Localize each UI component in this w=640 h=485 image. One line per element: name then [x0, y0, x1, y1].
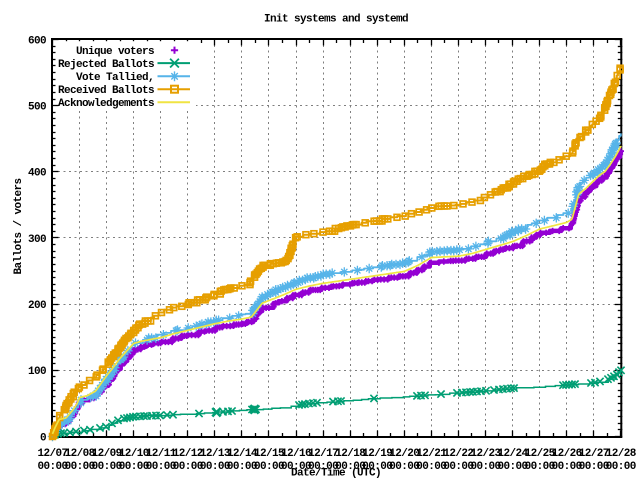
svg-text:12/13: 12/13: [200, 448, 231, 460]
svg-text:00:00: 00:00: [119, 461, 149, 473]
svg-text:00:00: 00:00: [416, 461, 446, 473]
svg-text:12/09: 12/09: [92, 448, 122, 460]
svg-text:00:00: 00:00: [65, 461, 95, 473]
svg-text:12/14: 12/14: [227, 448, 258, 460]
svg-text:12/17: 12/17: [308, 448, 338, 460]
svg-text:12/20: 12/20: [389, 448, 419, 460]
svg-text:12/19: 12/19: [362, 448, 392, 460]
svg-text:200: 200: [28, 300, 46, 312]
svg-text:00:00: 00:00: [227, 461, 257, 473]
svg-text:100: 100: [28, 366, 46, 378]
svg-text:600: 600: [28, 35, 46, 47]
svg-text:12/16: 12/16: [281, 448, 311, 460]
svg-text:00:00: 00:00: [335, 461, 365, 473]
svg-text:Init systems and systemd: Init systems and systemd: [264, 14, 408, 26]
svg-text:0: 0: [40, 432, 46, 444]
svg-text:00:00: 00:00: [362, 461, 392, 473]
svg-text:00:00: 00:00: [308, 461, 338, 473]
svg-text:00:00: 00:00: [146, 461, 176, 473]
svg-text:12/23: 12/23: [470, 448, 501, 460]
svg-text:Acknowledgements: Acknowledgements: [58, 98, 154, 110]
svg-text:00:00: 00:00: [37, 461, 67, 473]
svg-text:12/15: 12/15: [254, 448, 285, 460]
svg-text:12/12: 12/12: [173, 448, 203, 460]
svg-text:Vote Tallied,: Vote Tallied,: [76, 72, 154, 84]
svg-text:00:00: 00:00: [389, 461, 419, 473]
svg-text:00:00: 00:00: [173, 461, 203, 473]
svg-text:00:00: 00:00: [579, 461, 609, 473]
svg-text:12/18: 12/18: [335, 448, 366, 460]
svg-text:12/22: 12/22: [443, 448, 473, 460]
svg-text:Ballots / voters: Ballots / voters: [13, 178, 25, 274]
svg-text:12/21: 12/21: [416, 448, 447, 460]
svg-text:12/24: 12/24: [497, 448, 528, 460]
svg-text:00:00: 00:00: [254, 461, 284, 473]
svg-text:12/27: 12/27: [579, 448, 609, 460]
svg-text:Date/Time (UTC): Date/Time (UTC): [291, 468, 381, 480]
svg-text:00:00: 00:00: [443, 461, 473, 473]
svg-text:Received Ballots: Received Ballots: [58, 85, 154, 97]
svg-text:00:00: 00:00: [525, 461, 555, 473]
svg-text:00:00: 00:00: [92, 461, 122, 473]
svg-text:400: 400: [28, 168, 46, 180]
svg-text:12/07: 12/07: [37, 448, 67, 460]
svg-text:00:00: 00:00: [552, 461, 582, 473]
svg-text:12/25: 12/25: [525, 448, 556, 460]
svg-text:12/08: 12/08: [65, 448, 96, 460]
svg-text:Rejected Ballots: Rejected Ballots: [58, 59, 154, 71]
svg-text:500: 500: [28, 102, 46, 114]
svg-text:00:00: 00:00: [281, 461, 311, 473]
svg-text:00:00: 00:00: [497, 461, 527, 473]
svg-text:12/26: 12/26: [552, 448, 582, 460]
svg-text:12/11: 12/11: [146, 448, 177, 460]
svg-text:00:00: 00:00: [200, 461, 230, 473]
svg-text:00:00: 00:00: [606, 461, 636, 473]
svg-text:Unique voters: Unique voters: [76, 46, 154, 58]
svg-text:300: 300: [28, 234, 46, 246]
svg-text:12/28: 12/28: [606, 448, 637, 460]
svg-text:12/10: 12/10: [119, 448, 149, 460]
svg-text:00:00: 00:00: [470, 461, 500, 473]
